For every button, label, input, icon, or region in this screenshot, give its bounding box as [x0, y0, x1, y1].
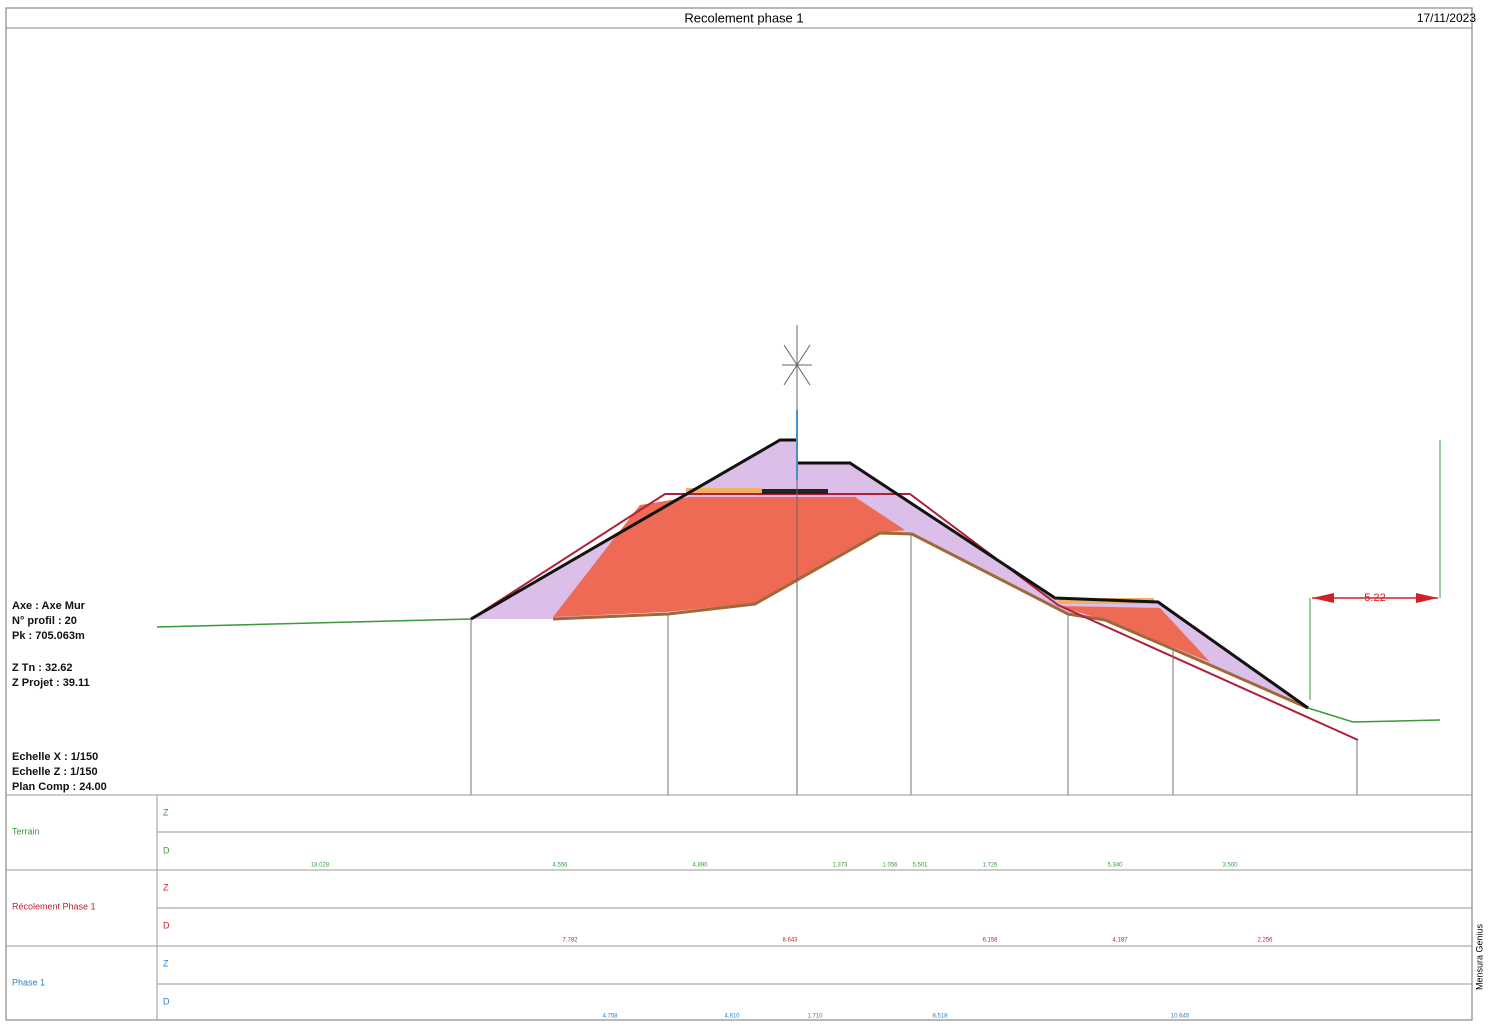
distance: 1.726 — [982, 863, 998, 869]
distance: 1.710 — [807, 1014, 823, 1020]
dimension-label: 5.22 — [1364, 592, 1385, 604]
terrain-line — [156, 618, 472, 628]
info-plan-comp: Plan Comp : 24.00 — [12, 781, 107, 793]
d-label: D — [163, 996, 170, 1006]
d-label: D — [163, 920, 170, 930]
z-label: Z — [163, 882, 169, 892]
row-name: Phase 1 — [12, 977, 45, 987]
section: 5.22 — [156, 325, 1441, 795]
axis-cross — [782, 344, 812, 386]
distance: 7.782 — [562, 938, 578, 944]
side-label: Mensura Genius — [1474, 923, 1484, 990]
project-line — [797, 461, 1309, 710]
profile-verticals — [470, 534, 1358, 795]
distance: 8.643 — [782, 938, 798, 944]
distance: 4.556 — [552, 863, 568, 869]
distance: 3.500 — [1222, 863, 1238, 869]
fill-red-right — [1058, 606, 1210, 662]
distance: 4.758 — [602, 1014, 618, 1020]
row-name: Terrain — [12, 826, 40, 836]
dim-arrow — [1416, 593, 1438, 603]
info-echelle-z: Echelle Z : 1/150 — [12, 766, 98, 778]
slab — [762, 489, 828, 494]
distance: 5.501 — [912, 863, 928, 869]
layer — [686, 488, 762, 494]
fill-red — [553, 497, 905, 617]
d-label: D — [163, 845, 170, 855]
project-line — [470, 438, 797, 621]
info-pk: Pk : 705.063m — [12, 630, 85, 642]
recolement-line — [470, 493, 1359, 741]
title: Recolement phase 1 — [684, 10, 803, 25]
distance: 1.373 — [832, 863, 848, 869]
distance: 5.340 — [1107, 863, 1123, 869]
distance: 4.187 — [1112, 938, 1128, 944]
distance: 8.518 — [932, 1014, 948, 1020]
z-label: Z — [163, 807, 169, 817]
distance: 18.028 — [311, 863, 330, 869]
terrain-line — [1307, 707, 1441, 723]
distance: 6.158 — [982, 938, 998, 944]
z-label: Z — [163, 958, 169, 968]
distance: 1.056 — [882, 863, 898, 869]
row-name: Récolement Phase 1 — [12, 901, 96, 911]
base-line — [552, 531, 1309, 710]
table — [6, 794, 1472, 1020]
info-z-tn: Z Tn : 32.62 — [12, 662, 73, 674]
distance: 10.645 — [1171, 1014, 1190, 1020]
info-axe: Axe : Axe Mur — [12, 600, 86, 612]
info-echelle-x: Echelle X : 1/150 — [12, 751, 98, 763]
date: 17/11/2023 — [1417, 11, 1476, 25]
info-profil: N° profil : 20 — [12, 615, 77, 627]
distance: 4.810 — [724, 1014, 740, 1020]
distance: 2.256 — [1257, 938, 1273, 944]
info-z-projet: Z Projet : 39.11 — [12, 677, 90, 689]
dim-arrow — [1312, 593, 1334, 603]
distance: 4.890 — [692, 863, 708, 869]
